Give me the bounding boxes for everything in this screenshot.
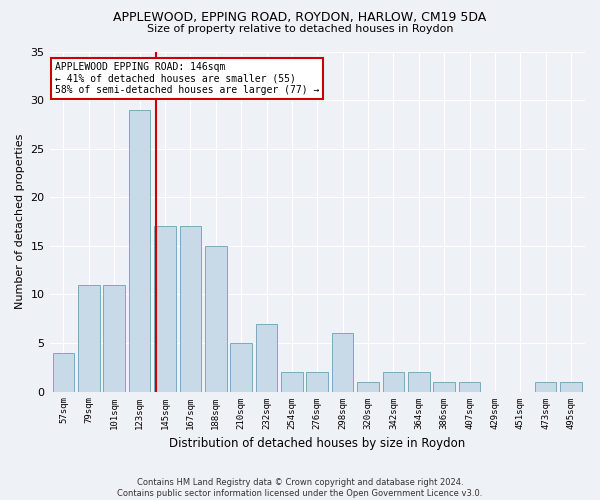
Text: APPLEWOOD, EPPING ROAD, ROYDON, HARLOW, CM19 5DA: APPLEWOOD, EPPING ROAD, ROYDON, HARLOW, … xyxy=(113,11,487,24)
Bar xyxy=(103,284,125,392)
Bar xyxy=(357,382,379,392)
Bar xyxy=(408,372,430,392)
X-axis label: Distribution of detached houses by size in Roydon: Distribution of detached houses by size … xyxy=(169,437,466,450)
Bar xyxy=(129,110,151,392)
Bar xyxy=(332,334,353,392)
Bar xyxy=(281,372,302,392)
Text: Contains HM Land Registry data © Crown copyright and database right 2024.
Contai: Contains HM Land Registry data © Crown c… xyxy=(118,478,482,498)
Bar xyxy=(205,246,227,392)
Text: Size of property relative to detached houses in Roydon: Size of property relative to detached ho… xyxy=(147,24,453,34)
Bar xyxy=(307,372,328,392)
Text: APPLEWOOD EPPING ROAD: 146sqm
← 41% of detached houses are smaller (55)
58% of s: APPLEWOOD EPPING ROAD: 146sqm ← 41% of d… xyxy=(55,62,319,95)
Bar xyxy=(53,352,74,392)
Bar xyxy=(78,284,100,392)
Y-axis label: Number of detached properties: Number of detached properties xyxy=(15,134,25,309)
Bar xyxy=(433,382,455,392)
Bar xyxy=(459,382,481,392)
Bar xyxy=(154,226,176,392)
Bar xyxy=(256,324,277,392)
Bar xyxy=(535,382,556,392)
Bar xyxy=(383,372,404,392)
Bar xyxy=(230,343,252,392)
Bar xyxy=(179,226,201,392)
Bar xyxy=(560,382,582,392)
